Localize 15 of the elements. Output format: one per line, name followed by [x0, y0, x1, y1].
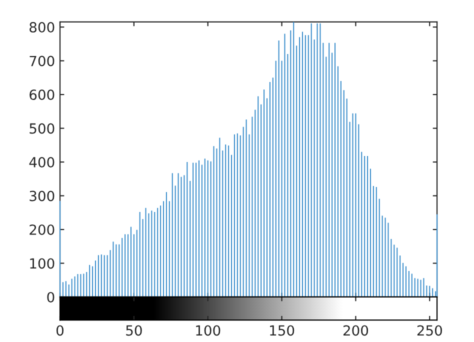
- y-tick-label: 700: [30, 56, 54, 66]
- y-tick-label: 600: [30, 90, 54, 100]
- y-tick-label: 500: [30, 123, 54, 134]
- y-tick-label: 300: [30, 190, 54, 202]
- y-tick-label: 0: [47, 292, 54, 302]
- x-tick-label: 250: [417, 325, 442, 336]
- y-tick-label: 400: [29, 156, 54, 168]
- y-tick-label: 200: [30, 224, 54, 235]
- x-tick-label: 150: [270, 325, 294, 336]
- y-tick-label: 800: [30, 22, 54, 33]
- x-tick-label: 50: [126, 325, 142, 336]
- x-tick-label: 100: [196, 325, 220, 336]
- x-tick-label: 0: [56, 325, 64, 336]
- x-tick-label: 200: [343, 325, 368, 336]
- y-tick-label: 100: [30, 258, 54, 269]
